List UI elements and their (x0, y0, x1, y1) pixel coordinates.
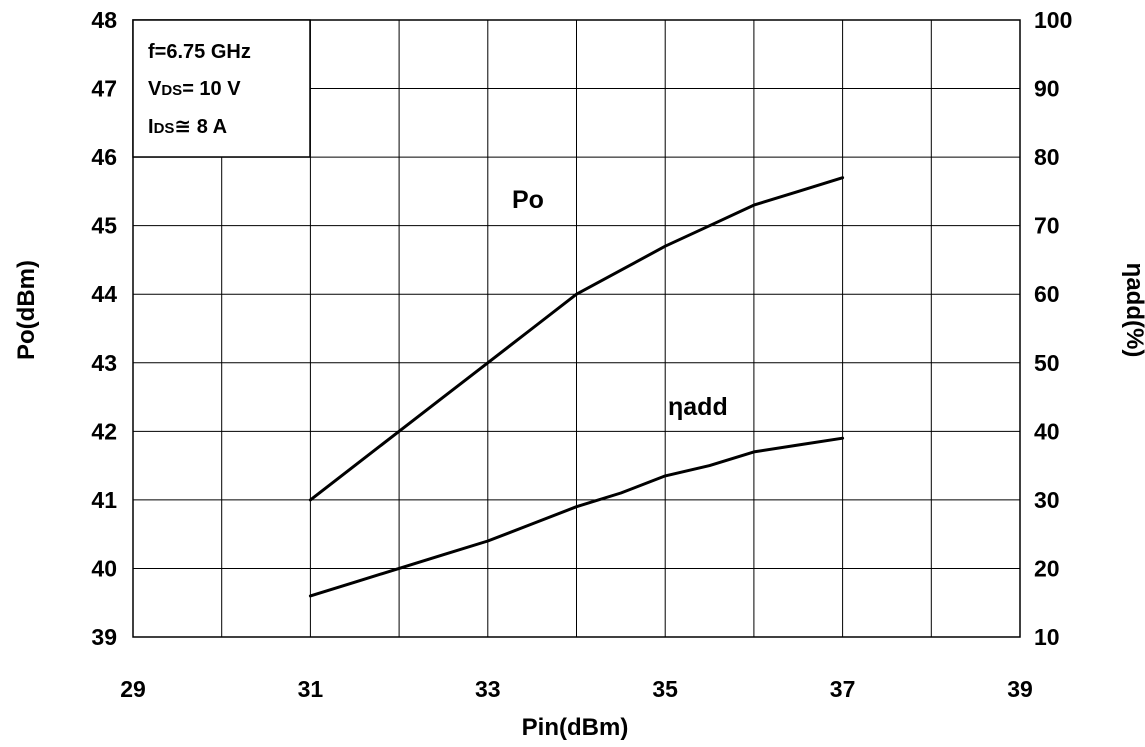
plot-frame (132, 19, 1021, 638)
y-left-tick-label: 48 (91, 7, 117, 33)
x-tick-label: 31 (298, 676, 324, 702)
x-tick-label: 37 (830, 676, 856, 702)
y-left-tick-label: 44 (91, 281, 117, 307)
series-line-po (308, 176, 845, 502)
y-right-tick-label: 40 (1034, 418, 1060, 444)
y-left-tick-labels: 39 40 41 42 43 44 45 46 47 48 (91, 7, 117, 650)
annotation-ids: IDS≅ 8 A (148, 116, 227, 138)
y-right-tick-label: 60 (1034, 281, 1060, 307)
x-tick-label: 39 (1007, 676, 1033, 702)
y-right-tick-label: 20 (1034, 555, 1060, 581)
y-left-tick-label: 45 (91, 213, 117, 239)
annotation-vds: VDS= 10 V (148, 78, 241, 100)
y-left-tick-label: 47 (91, 76, 117, 102)
y-right-tick-label: 70 (1034, 213, 1060, 239)
series-layer (308, 176, 845, 598)
annotation-box (132, 19, 311, 158)
y-left-tick-label: 39 (91, 624, 117, 650)
y-right-tick-labels: 10 20 30 40 50 60 70 80 90 100 (1034, 7, 1072, 650)
x-axis-title: Pin(dBm) (522, 714, 629, 741)
series-line-eta-add (308, 436, 845, 598)
y-right-tick-label: 100 (1034, 7, 1072, 33)
y-left-tick-label: 40 (91, 555, 117, 581)
y-right-axis-title: ηadd(%) (1121, 263, 1145, 358)
series-label-po: Po (512, 186, 544, 214)
series-label-eta-add: ηadd (668, 393, 728, 421)
x-tick-label: 33 (475, 676, 501, 702)
y-left-tick-label: 41 (91, 487, 117, 513)
y-right-tick-label: 50 (1034, 350, 1060, 376)
annotation-frequency: f=6.75 GHz (148, 41, 251, 63)
x-tick-label: 29 (120, 676, 146, 702)
y-right-tick-label: 80 (1034, 144, 1060, 170)
y-right-tick-label: 90 (1034, 76, 1060, 102)
y-left-tick-label: 46 (91, 144, 117, 170)
x-tick-labels: 29 31 33 35 37 39 (120, 676, 1033, 702)
y-left-axis-title: Po(dBm) (13, 260, 40, 360)
y-right-tick-label: 10 (1034, 624, 1060, 650)
condition-annotation: f=6.75 GHz VDS= 10 V IDS≅ 8 A (132, 19, 311, 158)
y-right-tick-label: 30 (1034, 487, 1060, 513)
x-tick-label: 35 (652, 676, 678, 702)
y-left-tick-label: 43 (91, 350, 117, 376)
y-left-tick-label: 42 (91, 418, 117, 444)
